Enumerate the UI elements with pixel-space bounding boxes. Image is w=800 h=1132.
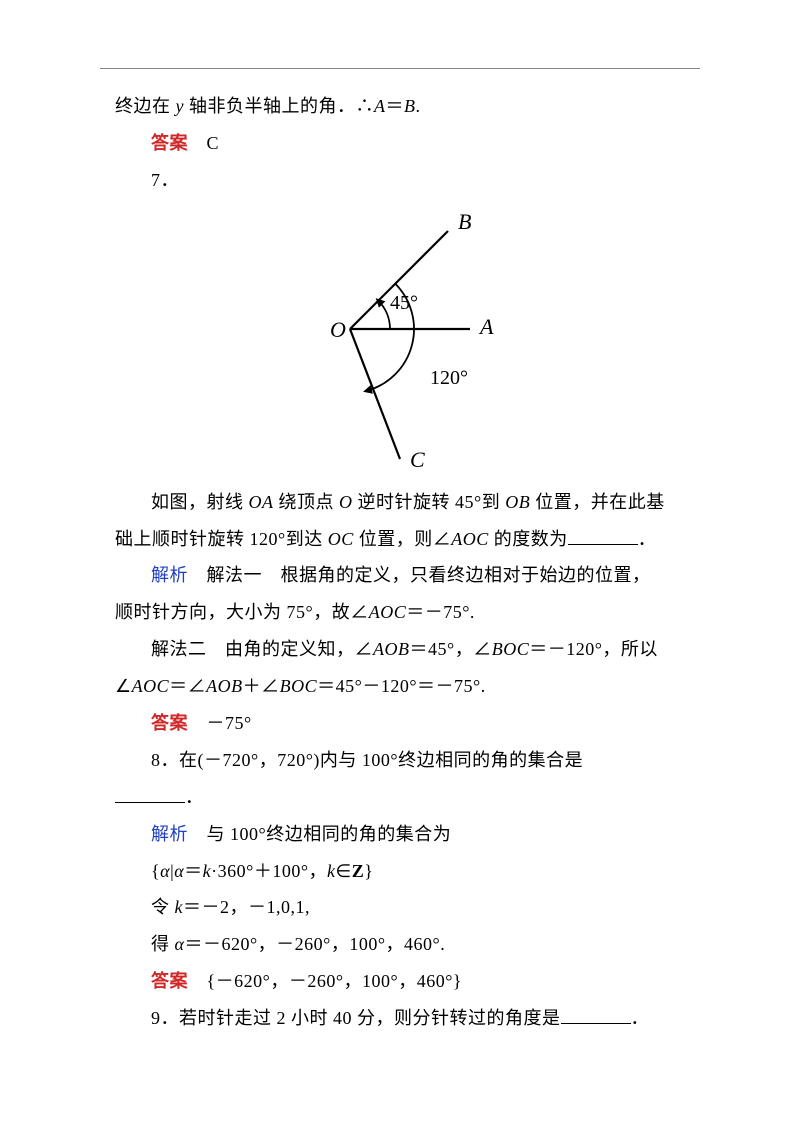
blank <box>115 785 185 803</box>
sol8-l4: 得 α＝－620°，－260°，100°，460°. <box>115 926 685 963</box>
answer-value: C <box>207 133 220 153</box>
OC: OC <box>328 529 354 549</box>
AOC: AOC <box>451 529 489 549</box>
answer-8: 答案 {－620°，－260°，100°，460°} <box>115 963 685 1000</box>
alpha: α <box>174 861 184 881</box>
sol7-l1: 解析 解法一 根据角的定义，只看终边相对于始边的位置， <box>115 557 685 594</box>
blank <box>561 1006 631 1024</box>
text: . <box>416 96 421 116</box>
A-var: A <box>374 96 386 116</box>
svg-text:120°: 120° <box>430 367 468 389</box>
svg-text:O: O <box>330 317 346 342</box>
OA: OA <box>249 492 274 512</box>
answer-value: {－620°，－260°，100°，460°} <box>207 971 463 991</box>
OB: OB <box>505 492 530 512</box>
k: k <box>175 897 184 917</box>
text: 的度数为 <box>489 529 568 549</box>
answer-7: 答案 －75° <box>115 705 685 742</box>
BOC: BOC <box>280 676 318 696</box>
text: 终边在 <box>115 96 176 116</box>
AOC: AOC <box>132 676 170 696</box>
BOC: BOC <box>492 639 530 659</box>
num: 8． <box>151 750 179 770</box>
text: 解法二 由角的定义知，∠ <box>151 639 373 659</box>
alpha: α <box>160 861 170 881</box>
top-rule <box>100 68 700 69</box>
text: ＝ <box>386 96 405 116</box>
prev-solution-tail: 终边在 y 轴非负半轴上的角．∴A＝B. <box>115 88 685 125</box>
text: 轴非负半轴上的角．∴ <box>184 96 374 116</box>
text: ∈ <box>336 861 352 881</box>
text: 若时针走过 2 小时 40 分，则分针转过的角度是 <box>179 1008 561 1028</box>
alpha: α <box>175 934 185 954</box>
text: 位置，并在此基 <box>530 492 665 512</box>
page-content: 终边在 y 轴非负半轴上的角．∴A＝B. 答案 C 7． OABC45°120°… <box>0 0 800 1077</box>
k: k <box>203 861 212 881</box>
q7-number: 7． <box>115 162 685 199</box>
sol8-l1: 解析 与 100°终边相同的角的集合为 <box>115 816 685 853</box>
answer-label: 答案 <box>151 713 188 733</box>
O: O <box>339 492 353 512</box>
svg-text:A: A <box>478 314 494 339</box>
q8-blank: ． <box>115 779 685 816</box>
q9-body: 9．若时针走过 2 小时 40 分，则分针转过的角度是． <box>115 1000 685 1037</box>
sol7-l4: ∠AOC＝∠AOB＋∠BOC＝45°－120°＝－75°. <box>115 668 685 705</box>
text: ＋∠ <box>243 676 280 696</box>
text: 础上顺时针旋转 120°到达 <box>115 529 328 549</box>
B-var: B <box>404 96 416 116</box>
text: ·360°＋100°， <box>211 861 327 881</box>
answer-6: 答案 C <box>115 125 685 162</box>
q8-body: 8．在(－720°，720°)内与 100°终边相同的角的集合是 <box>115 742 685 779</box>
sol7-l3: 解法二 由角的定义知，∠AOB＝45°，∠BOC＝－120°，所以 <box>115 631 685 668</box>
text: { <box>151 861 160 881</box>
svg-text:45°: 45° <box>390 292 418 314</box>
q7-body-l2: 础上顺时针旋转 120°到达 OC 位置，则∠AOC 的度数为． <box>115 521 685 558</box>
svg-text:B: B <box>458 209 471 234</box>
text: 顺时针方向，大小为 75°，故∠ <box>115 602 369 622</box>
answer-label: 答案 <box>151 133 188 153</box>
text: 7． <box>151 170 179 190</box>
text: 绕顶点 <box>274 492 340 512</box>
svg-text:C: C <box>410 447 425 469</box>
sol7-l2: 顺时针方向，大小为 75°，故∠AOC＝－75°. <box>115 594 685 631</box>
num: 9． <box>151 1008 179 1028</box>
q7-body-l1: 如图，射线 OA 绕顶点 O 逆时针旋转 45°到 OB 位置，并在此基 <box>115 484 685 521</box>
text: 在(－720°，720°)内与 100°终边相同的角的集合是 <box>179 750 583 770</box>
solution-label: 解析 <box>151 824 188 844</box>
q7-diagram-wrap: O A B C 45° 120° <box>115 209 685 474</box>
text: ＝－2，－1,0,1, <box>183 897 310 917</box>
sol8-l3: 令 k＝－2，－1,0,1, <box>115 889 685 926</box>
text: 得 <box>151 934 175 954</box>
solution-label: 解析 <box>151 565 188 585</box>
k: k <box>327 861 336 881</box>
AOB: AOB <box>206 676 243 696</box>
text: 解法一 根据角的定义，只看终边相对于始边的位置， <box>207 565 651 585</box>
text: 逆时针旋转 45°到 <box>353 492 506 512</box>
Z: Z <box>352 861 365 881</box>
answer-value: －75° <box>207 713 252 733</box>
text: 令 <box>151 897 175 917</box>
answer-label: 答案 <box>151 971 188 991</box>
text: ＝∠ <box>169 676 206 696</box>
text: 与 100°终边相同的角的集合为 <box>207 824 452 844</box>
text: 位置，则∠ <box>354 529 452 549</box>
text: ＝－620°，－260°，100°，460°. <box>184 934 445 954</box>
text: } <box>364 861 373 881</box>
blank <box>568 527 638 545</box>
text: ＝－75°. <box>406 602 475 622</box>
AOB: AOB <box>373 639 410 659</box>
text: ＝－120°，所以 <box>529 639 658 659</box>
text: ∠ <box>115 676 132 696</box>
angle-diagram: O A B C 45° 120° <box>280 209 520 469</box>
text: ＝45°，∠ <box>410 639 492 659</box>
y-var: y <box>176 96 185 116</box>
text: 如图，射线 <box>151 492 249 512</box>
sol8-l2: {α|α＝k·360°＋100°，k∈Z} <box>115 853 685 890</box>
text: ＝45°－120°＝－75°. <box>317 676 486 696</box>
text: ＝ <box>184 861 203 881</box>
AOC: AOC <box>369 602 407 622</box>
